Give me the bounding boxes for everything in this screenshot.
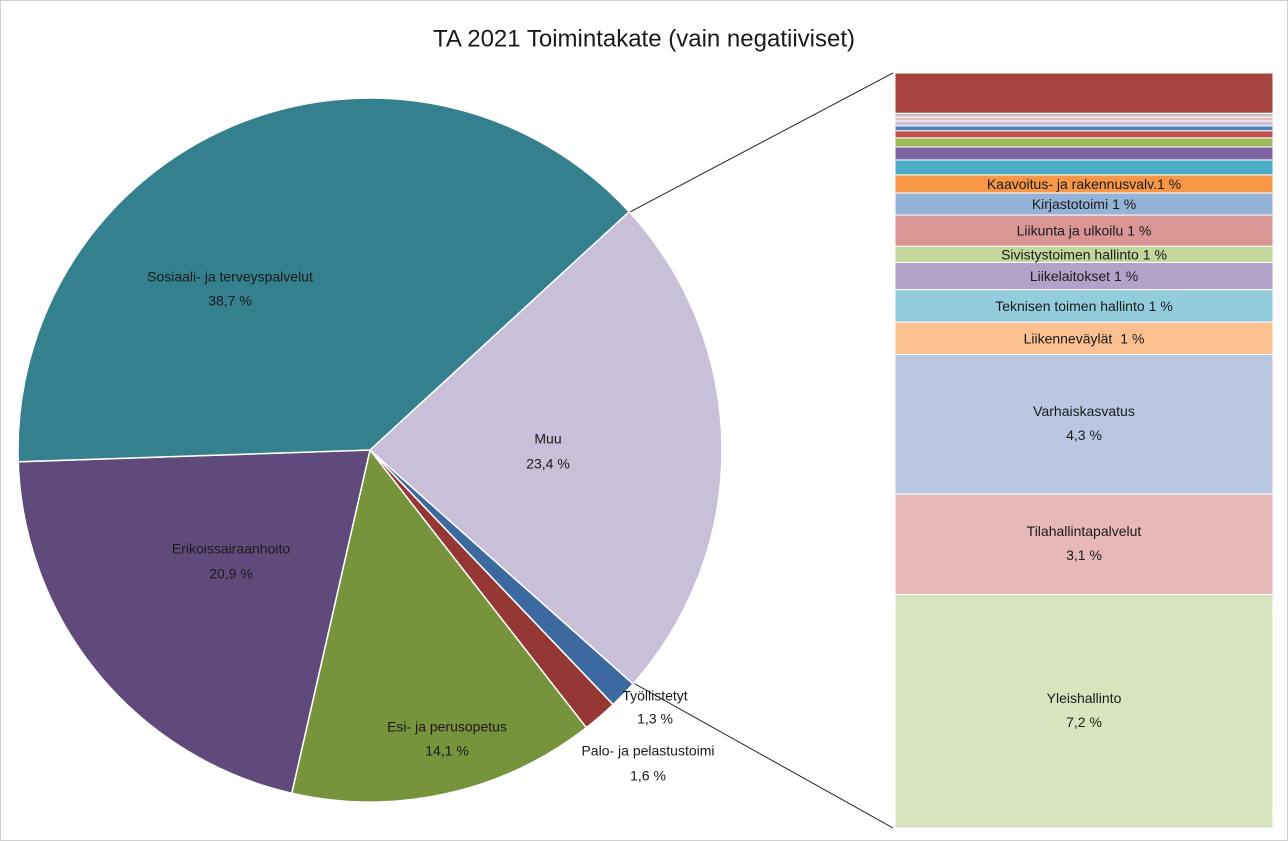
segment-label: Kaavoitus- ja rakennusvalv. [987,176,1157,192]
slice-value-label: 38,7 % [208,293,252,309]
chart-title: TA 2021 Toimintakate (vain negatiiviset) [433,25,855,52]
segment-value-label: 1 % [1157,176,1181,192]
segment-label: Varhaiskasvatus [1033,403,1135,419]
slice-label: Muu [534,431,561,447]
bar-segment [894,354,1274,495]
segment-value-label: 1 % [1143,246,1167,262]
segment-label-group: Liikenneväylät 1 % [1024,330,1145,346]
pie-slice [290,448,588,803]
slice-label: Esi- ja perusopetus [387,719,507,735]
segment-label: Sivistystoimen hallinto [1001,246,1139,262]
bar-segment [894,125,1274,132]
bar-segment [894,493,1274,595]
bar-segment [894,137,1274,148]
bar-segment [894,261,1274,291]
slice-value-label: 20,9 % [209,566,253,582]
segment-label-group: Liikunta ja ulkoilu 1 % [1017,222,1152,238]
segment-label: Liikenneväylät [1024,330,1113,346]
slice-label: Palo- ja pelastustoimi [581,743,714,759]
segment-label-group: Teknisen toimen hallinto 1 % [995,298,1173,314]
segment-value-label: 1 % [1149,298,1173,314]
connector [627,679,894,829]
connector [627,72,894,214]
pie-slice [368,210,723,685]
slice-value-label: 23,4 % [526,456,570,472]
segment-label: Kirjastotoimi [1032,196,1108,212]
segment-value-label: 7,2 % [1066,714,1102,730]
bar-segment [894,159,1274,176]
segment-label: Yleishallinto [1047,690,1122,706]
segment-label: Liikelaitokset [1030,268,1110,284]
segment-value-label: 1 % [1120,330,1144,346]
segment-label-group: Kaavoitus- ja rakennusvalv.1 % [987,176,1181,192]
slice-label: Erikoissairaanhoito [172,541,290,557]
slice-label: Työllistetyt [622,688,687,704]
pie-slice [17,97,631,463]
bar-segment [894,120,1274,127]
bar-segment [894,214,1274,247]
segment-label: Teknisen toimen hallinto [995,298,1145,314]
segment-value-label: 1 % [1127,222,1151,238]
segment-label: Tilahallintapalvelut [1027,523,1142,539]
bar-segment [894,321,1274,356]
bar-segment [894,72,1274,114]
segment-label-group: Liikelaitokset 1 % [1030,268,1138,284]
bar-segment [894,146,1274,161]
segment-label: Liikunta ja ulkoilu [1017,222,1124,238]
bar-segment [894,289,1274,323]
segment-label-group: Kirjastotoimi 1 % [1032,196,1136,212]
bar-segment [894,116,1274,122]
slice-value-label: 14,1 % [425,743,469,759]
slice-label: Sosiaali- ja terveyspalvelut [147,269,313,285]
slice-value-label: 1,6 % [630,768,666,784]
segment-value-label: 1 % [1112,196,1136,212]
segment-value-label: 1 % [1114,268,1138,284]
segment-value-label: 4,3 % [1066,427,1102,443]
segment-value-label: 3,1 % [1066,547,1102,563]
bar-segment [894,130,1274,139]
bar-segment [894,112,1274,118]
pie-slice [17,449,371,795]
slice-value-label: 1,3 % [637,711,673,727]
segment-label-group: Sivistystoimen hallinto 1 % [1001,246,1167,262]
bar-segment [894,593,1274,829]
